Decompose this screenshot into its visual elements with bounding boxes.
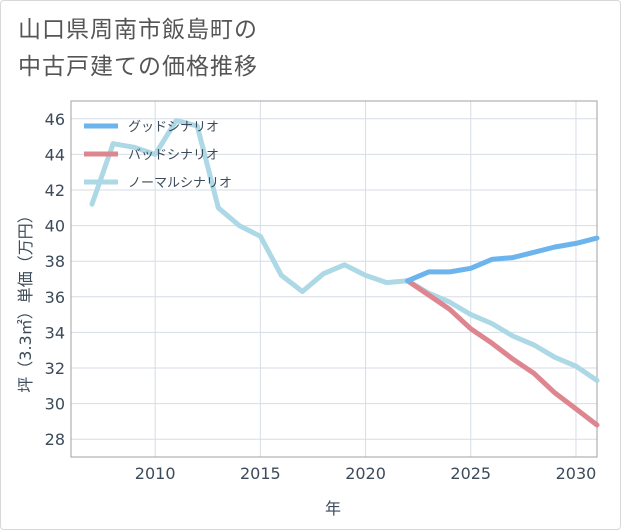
y-tick-label: 40	[45, 217, 65, 236]
y-axis-label: 坪（3.3㎡）単価（万円）	[16, 207, 35, 392]
y-tick-label: 30	[45, 395, 65, 414]
series-lines	[89, 118, 600, 428]
title-line-1: 山口県周南市飯島町の	[18, 17, 258, 43]
y-tick-label: 38	[45, 252, 65, 271]
series-line-2	[89, 118, 600, 383]
x-tick-label: 2020	[345, 464, 386, 483]
y-tick-label: 34	[45, 323, 65, 342]
series-line-1	[405, 278, 600, 428]
x-tick-label: 2010	[135, 464, 176, 483]
y-tick-labels: 28 30 32 34 36 38 40 42 44 46	[45, 110, 65, 449]
x-axis-label: 年	[325, 499, 341, 518]
page-title: 山口県周南市飯島町の 中古戸建ての価格推移	[18, 12, 258, 86]
legend-label: グッドシナリオ	[128, 120, 219, 135]
y-tick-label: 42	[45, 181, 65, 200]
y-tick-label: 46	[45, 110, 65, 129]
plot-area-frame	[70, 100, 598, 458]
grid-lines	[71, 101, 597, 457]
y-tick-label: 28	[45, 430, 65, 449]
y-tick-label: 32	[45, 359, 65, 378]
x-tick-label: 2015	[240, 464, 281, 483]
legend-label: ノーマルシナリオ	[128, 176, 232, 191]
series-line-0	[405, 235, 600, 284]
y-tick-label: 36	[45, 288, 65, 307]
y-tick-label: 44	[45, 145, 65, 164]
legend-label: バッドシナリオ	[128, 148, 219, 163]
x-tick-labels: 2010 2015 2020 2025 2030	[135, 464, 597, 483]
x-tick-label: 2030	[556, 464, 597, 483]
x-tick-label: 2025	[450, 464, 491, 483]
title-line-2: 中古戸建ての価格推移	[18, 54, 258, 80]
